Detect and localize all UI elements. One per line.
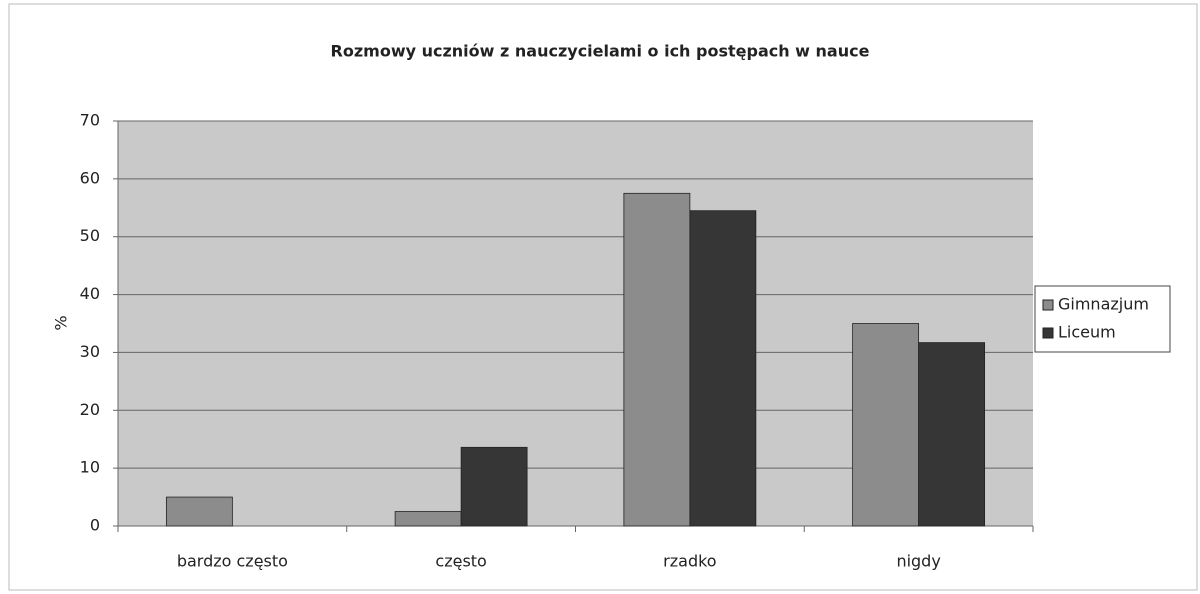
y-tick-label: 0	[90, 516, 100, 535]
y-tick-label: 70	[80, 111, 100, 130]
bar	[623, 192, 691, 527]
legend-box	[1034, 285, 1171, 353]
bar	[165, 496, 233, 527]
legend-swatch	[1042, 327, 1054, 339]
y-tick-label: 40	[80, 284, 100, 303]
legend-label: Liceum	[1058, 323, 1116, 342]
y-tick-label: 50	[80, 226, 100, 245]
legend-swatch	[1042, 299, 1054, 311]
bar	[460, 446, 528, 527]
x-tick-label: bardzo często	[177, 552, 288, 571]
y-tick-label: 60	[80, 168, 100, 187]
chart-title: Rozmowy uczniów z nauczycielami o ich po…	[331, 42, 870, 61]
bar	[918, 342, 986, 527]
y-tick-label: 20	[80, 400, 100, 419]
bar	[689, 210, 757, 527]
x-tick-label: często	[435, 552, 486, 571]
legend-label: Gimnazjum	[1058, 295, 1149, 314]
bar	[852, 323, 920, 527]
x-tick-label: nigdy	[896, 552, 940, 571]
y-axis-label: %	[52, 315, 71, 330]
x-tick-label: rzadko	[663, 552, 716, 571]
y-tick-label: 30	[80, 342, 100, 361]
bar	[394, 511, 462, 527]
y-tick-label: 10	[80, 458, 100, 477]
